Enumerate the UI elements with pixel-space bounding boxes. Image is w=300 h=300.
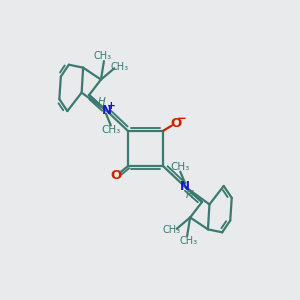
Text: CH₃: CH₃ <box>93 51 112 61</box>
Text: CH₃: CH₃ <box>180 236 198 246</box>
Text: CH₃: CH₃ <box>170 162 189 172</box>
Text: O: O <box>170 117 182 130</box>
Text: CH₃: CH₃ <box>102 125 121 135</box>
Text: +: + <box>107 101 116 111</box>
Text: CH₃: CH₃ <box>162 225 181 235</box>
Text: O: O <box>111 169 122 182</box>
Text: N: N <box>179 180 190 193</box>
Text: CH₃: CH₃ <box>111 62 129 72</box>
Text: N: N <box>102 104 112 117</box>
Text: H: H <box>98 98 105 107</box>
Text: H: H <box>186 190 194 200</box>
Text: −: − <box>177 112 187 125</box>
